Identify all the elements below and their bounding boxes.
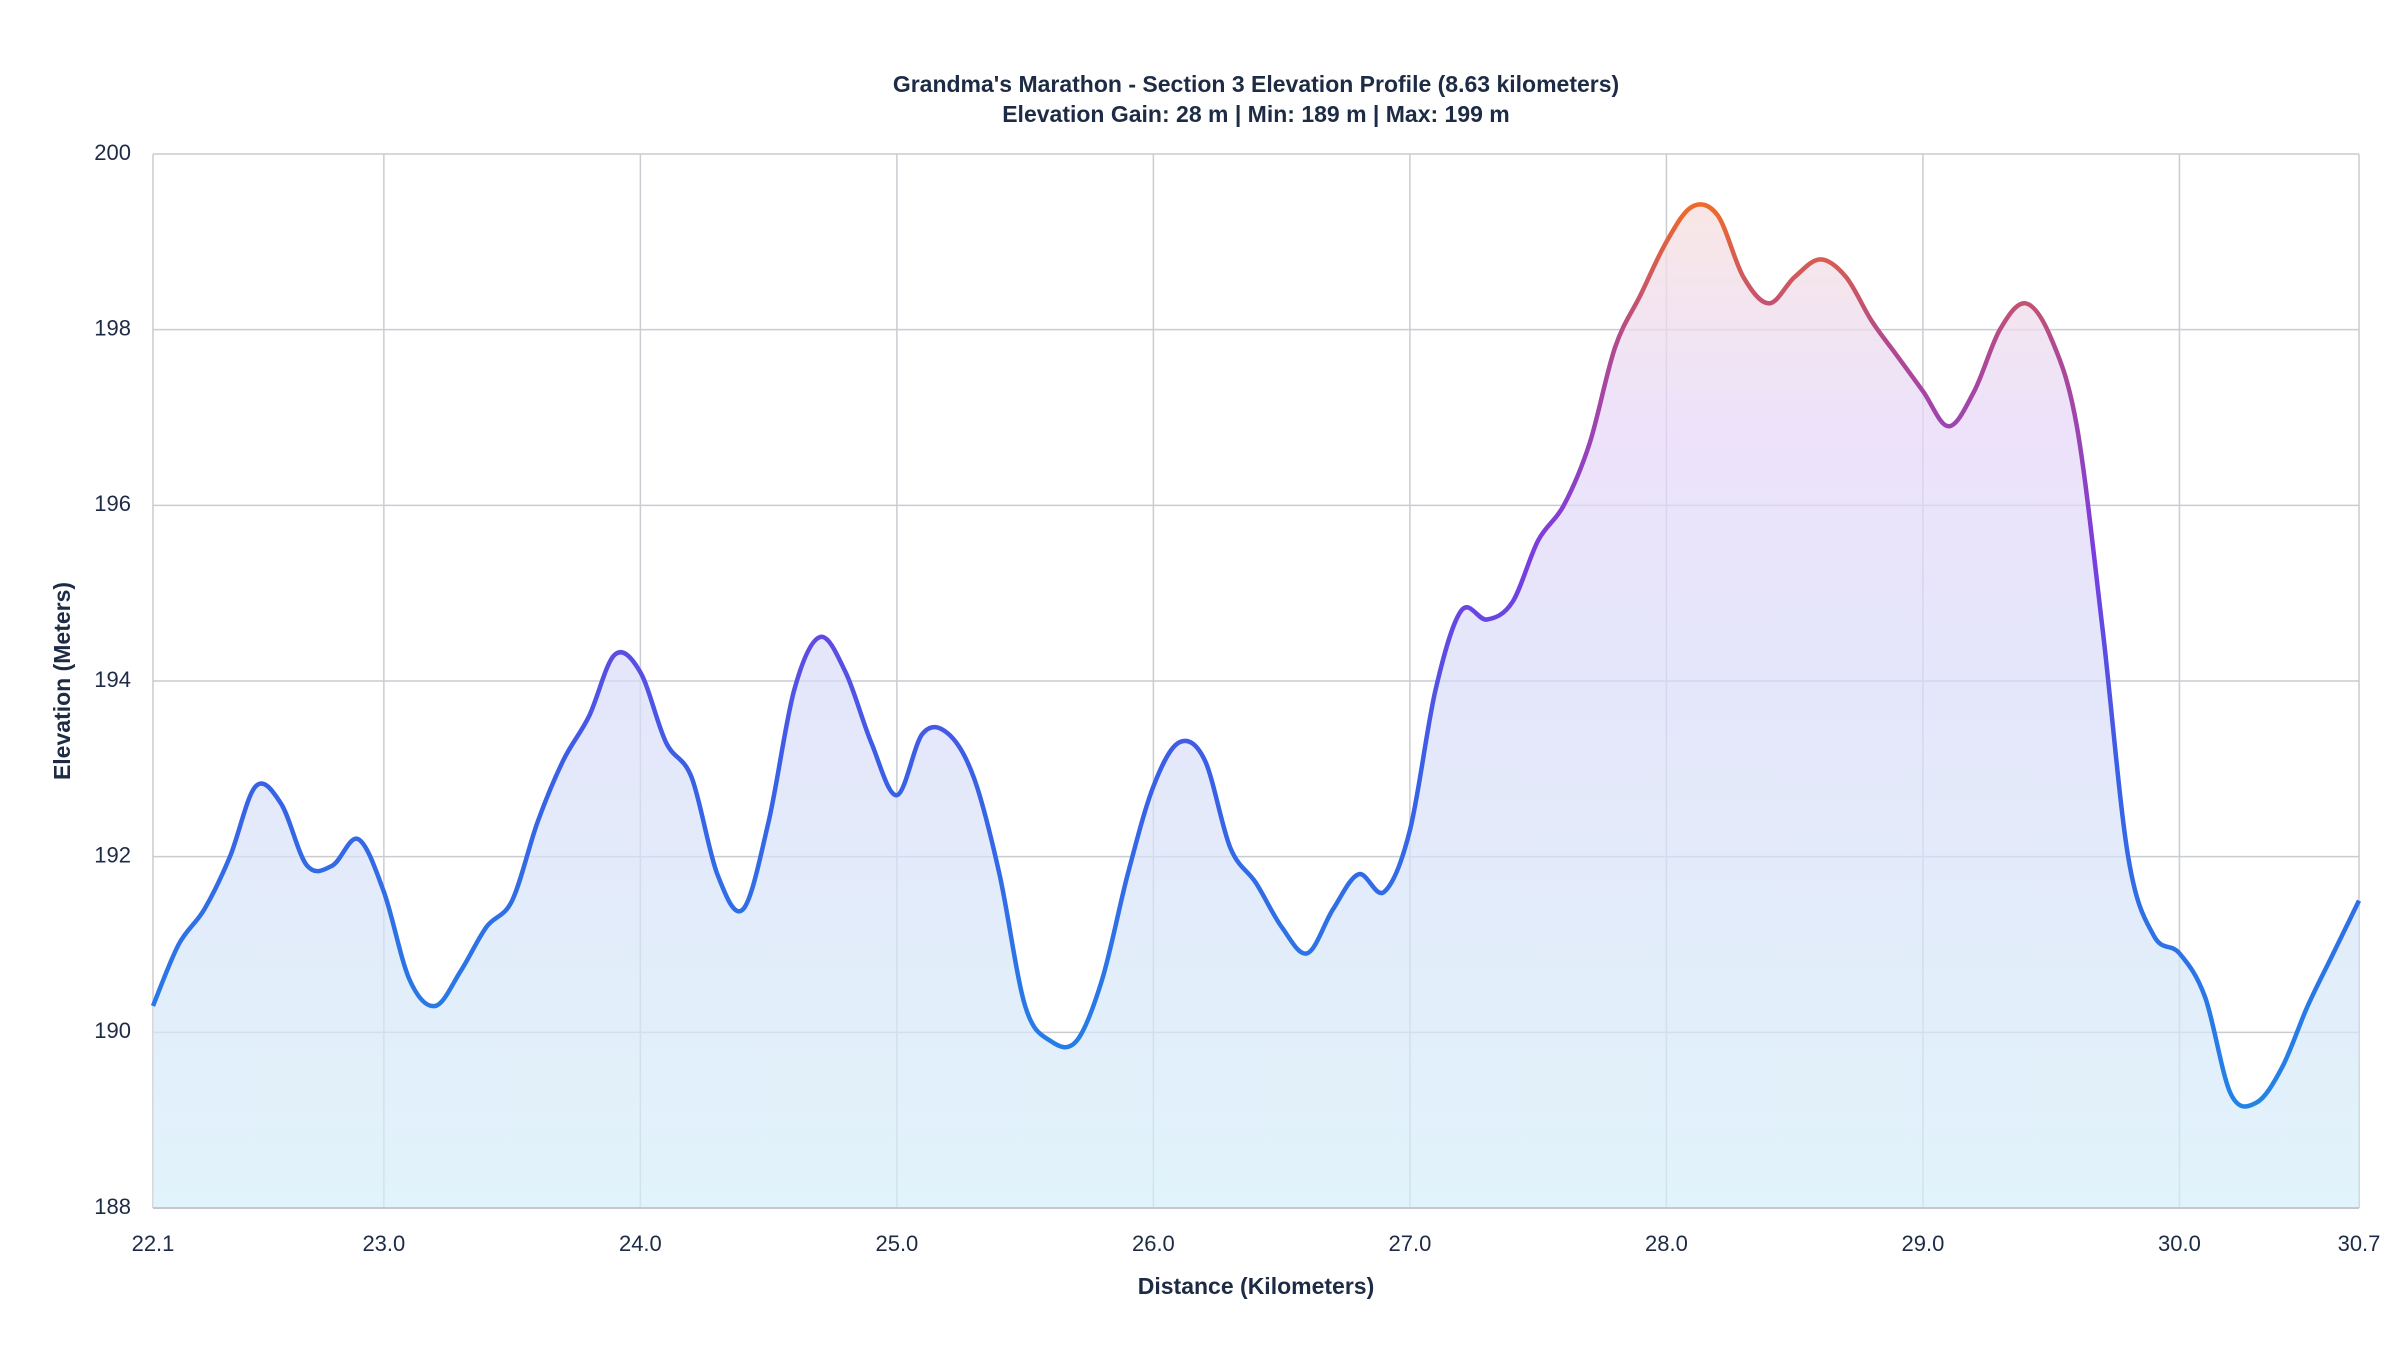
chart-subtitle: Elevation Gain: 28 m | Min: 189 m | Max:… (1002, 101, 1510, 127)
x-tick-label: 23.0 (362, 1231, 405, 1256)
y-tick-label: 192 (94, 842, 131, 867)
x-tick-label: 24.0 (619, 1231, 662, 1256)
x-tick-label: 22.1 (132, 1231, 175, 1256)
y-tick-label: 194 (94, 667, 131, 692)
x-tick-label: 25.0 (875, 1231, 918, 1256)
x-tick-label: 29.0 (1902, 1231, 1945, 1256)
x-tick-label: 30.0 (2158, 1231, 2201, 1256)
chart-title: Grandma's Marathon - Section 3 Elevation… (893, 71, 1619, 97)
x-tick-label: 30.7 (2338, 1231, 2381, 1256)
x-tick-label: 27.0 (1388, 1231, 1431, 1256)
y-tick-label: 196 (94, 491, 131, 516)
y-tick-label: 200 (94, 140, 131, 165)
x-tick-label: 26.0 (1132, 1231, 1175, 1256)
y-tick-label: 190 (94, 1018, 131, 1043)
y-axis-title: Elevation (Meters) (49, 582, 75, 780)
y-tick-label: 188 (94, 1194, 131, 1219)
elevation-line (150, 202, 2362, 1109)
area-fill (153, 204, 2359, 1208)
x-tick-label: 28.0 (1645, 1231, 1688, 1256)
y-tick-label: 198 (94, 315, 131, 340)
x-axis-title: Distance (Kilometers) (1138, 1273, 1374, 1299)
